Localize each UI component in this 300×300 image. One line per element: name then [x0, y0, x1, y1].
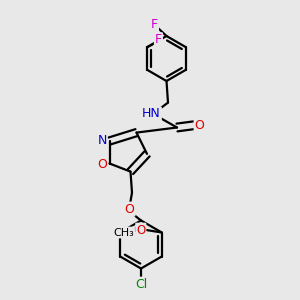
Text: O: O: [195, 118, 204, 132]
Text: CH₃: CH₃: [113, 227, 134, 238]
Text: F: F: [155, 33, 162, 46]
Text: Cl: Cl: [135, 278, 147, 291]
Text: O: O: [125, 202, 134, 216]
Text: O: O: [97, 158, 107, 172]
Text: F: F: [151, 18, 158, 31]
Text: N: N: [97, 134, 107, 148]
Text: O: O: [136, 224, 146, 237]
Text: HN: HN: [142, 107, 161, 121]
